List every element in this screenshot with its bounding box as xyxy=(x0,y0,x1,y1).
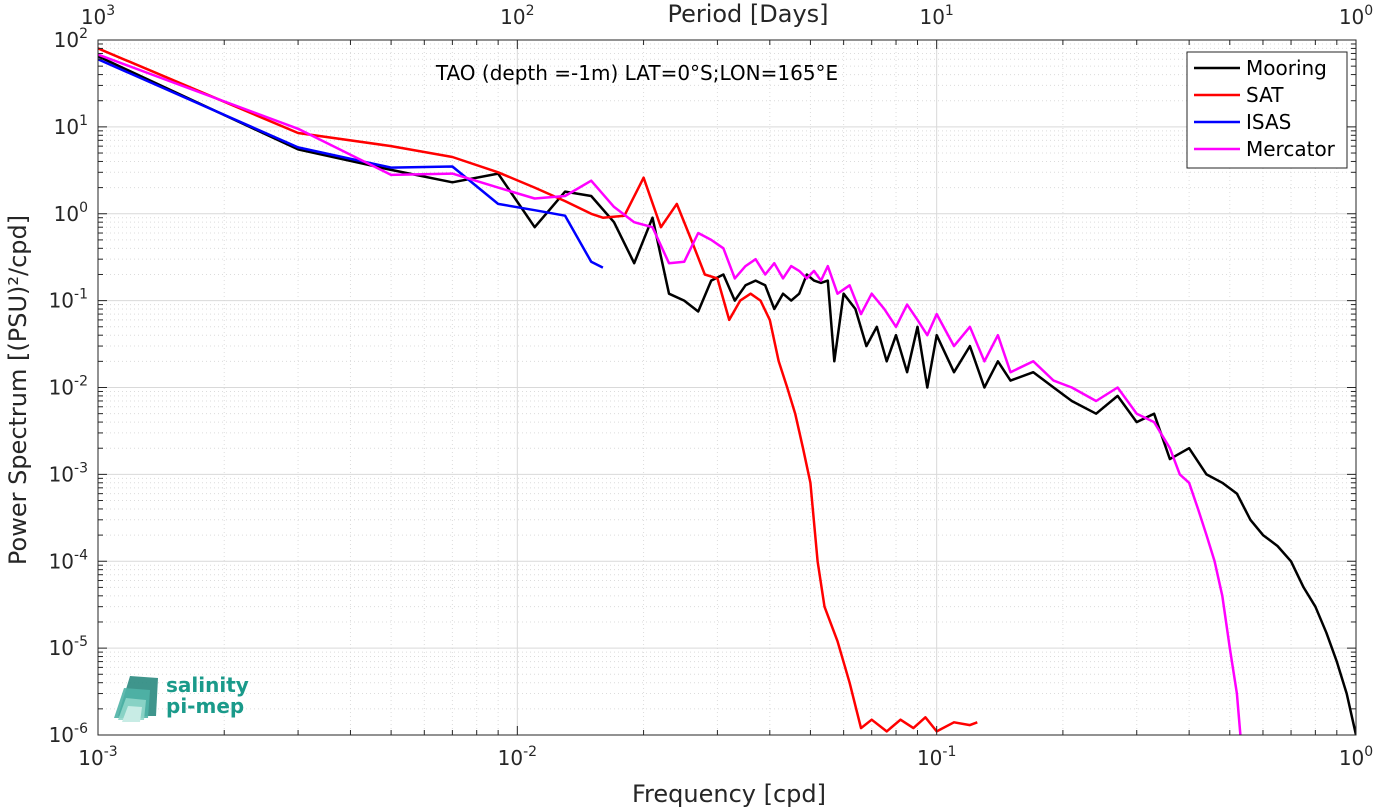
x-tick-label: 10-3 xyxy=(78,744,117,770)
x-tick-label: 10-1 xyxy=(917,744,956,770)
legend-label-isas: ISAS xyxy=(1246,110,1291,134)
tick-marks xyxy=(97,39,1357,736)
y-tick-label: 10-3 xyxy=(49,460,88,486)
top-tick-label: 101 xyxy=(919,3,953,29)
legend-label-sat: SAT xyxy=(1246,83,1284,107)
x-axis-label: Frequency [cpd] xyxy=(632,780,826,808)
y-tick-label: 101 xyxy=(54,113,88,139)
y-tick-label: 10-1 xyxy=(49,287,88,313)
logo-mark-icon xyxy=(114,676,158,722)
salinity-pimep-logo: salinity pi-mep xyxy=(114,673,249,722)
series-layer xyxy=(98,47,1356,735)
y-tick-label: 102 xyxy=(54,26,88,52)
series-line-mooring xyxy=(98,55,1356,735)
y-tick-label: 10-6 xyxy=(49,721,89,747)
legend-label-mooring: Mooring xyxy=(1246,56,1327,80)
logo-line-1: salinity xyxy=(166,673,249,697)
legend-label-mercator: Mercator xyxy=(1246,137,1336,161)
top-axis-label: Period [Days] xyxy=(667,0,828,28)
top-tick-labels: 103 102 101 100 xyxy=(81,3,1373,29)
logo-line-2: pi-mep xyxy=(166,694,244,718)
series-line-mercator xyxy=(98,53,1242,735)
top-tick-label: 100 xyxy=(1339,3,1373,29)
series-line-sat xyxy=(98,47,978,733)
x-tick-label: 10-2 xyxy=(498,744,537,770)
top-tick-label: 102 xyxy=(500,3,534,29)
minor-grid xyxy=(98,40,1356,735)
y-tick-label: 10-2 xyxy=(49,374,88,400)
major-grid xyxy=(98,40,1356,735)
y-tick-labels: 10-6 10-5 10-4 10-3 10-2 10-1 100 101 102 xyxy=(49,26,89,747)
x-tick-label: 100 xyxy=(1339,744,1373,770)
y-tick-label: 100 xyxy=(54,200,88,226)
chart-title: TAO (depth =-1m) LAT=0°S;LON=165°E xyxy=(435,61,838,85)
x-tick-labels: 10-3 10-2 10-1 100 xyxy=(78,744,1373,770)
series-line-isas xyxy=(98,58,604,269)
legend: Mooring SAT ISAS Mercator xyxy=(1186,51,1348,169)
y-tick-label: 10-4 xyxy=(49,547,89,573)
y-axis-label: Power Spectrum [(PSU)²/cpd] xyxy=(4,215,32,565)
top-tick-label: 103 xyxy=(81,3,115,29)
y-tick-label: 10-5 xyxy=(49,634,88,660)
